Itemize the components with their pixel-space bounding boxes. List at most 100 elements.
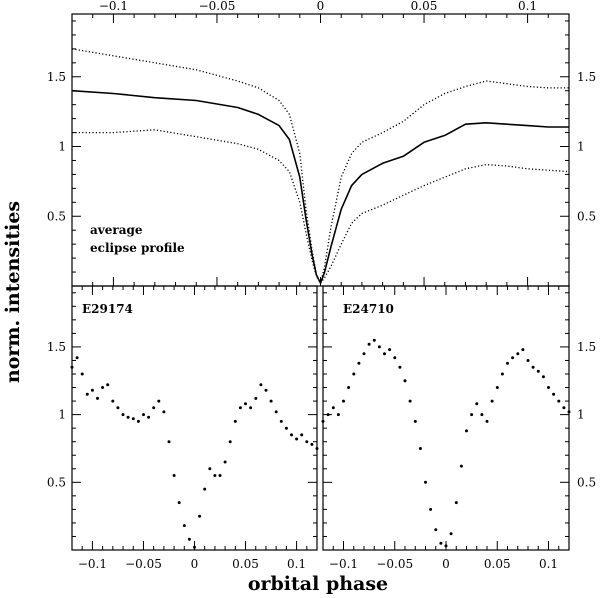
bottom-right-data-point: [552, 392, 556, 396]
top-ytick-label-left: 1.5: [47, 70, 66, 84]
bottom-right-data-point: [454, 501, 458, 505]
bottom-right-xtick-label: 0.1: [539, 557, 558, 571]
panel-top-ticks: −0.1 −0.05 0 0.05 0.1 0.5 0.5 1 1 1.5 1.5: [47, 0, 596, 286]
bottom-left-data-point: [295, 437, 299, 441]
bottom-left-data-point: [90, 388, 94, 392]
panel-top-annotation-line2: eclipse profile: [90, 241, 185, 255]
top-xtick-label-top: 0: [317, 0, 325, 13]
bottom-left-data-point: [111, 399, 115, 403]
bottom-left-data-point: [305, 440, 309, 444]
bottom-right-data-point: [511, 356, 515, 360]
panel-bottom-left-ticks: −0.1 −0.05 0 0.05 0.1 0.5 1 1.5: [47, 286, 318, 571]
bottom-right-data-point: [536, 369, 540, 373]
bottom-right-data-point: [398, 365, 402, 369]
bottom-right-data-point: [516, 352, 520, 356]
bottom-right-data-point: [321, 419, 325, 423]
bottom-right-data-point: [372, 338, 376, 342]
top-ytick-label-left: 1: [58, 140, 66, 154]
panel-top: −0.1 −0.05 0 0.05 0.10.5 0.51 11.5 1.5 average …: [47, 0, 596, 287]
bottom-right-data-point: [367, 342, 371, 346]
bottom-right-data-point: [495, 386, 499, 389]
bottom-right-data-point: [424, 480, 427, 484]
bottom-left-xtick-label: 0.05: [232, 557, 259, 571]
bottom-left-data-point: [147, 415, 151, 419]
top-xtick-label-top: 0.1: [518, 0, 537, 13]
bottom-left-data-point: [203, 487, 207, 491]
bottom-left-data-point: [300, 433, 304, 437]
bottom-left-xtick-label: −0.1: [78, 557, 107, 571]
bottom-left-data-point: [80, 372, 84, 376]
bottom-right-xtick-label: −0.05: [376, 557, 413, 571]
bottom-right-xtick-label: 0.05: [484, 557, 511, 571]
panel-bottom-right-annotation: E24710: [343, 302, 394, 316]
bottom-left-data-point: [116, 406, 120, 410]
bottom-right-data-point: [408, 399, 412, 403]
bottom-right-data-point: [562, 406, 566, 410]
bottom-left-data-point: [182, 524, 186, 528]
bottom-left-data-point: [101, 386, 105, 389]
bottom-left-data-point: [96, 396, 99, 400]
bottom-left-data-point: [238, 406, 242, 410]
bottom-left-data-point: [75, 356, 79, 360]
bottom-right-data-point: [377, 345, 381, 349]
bottom-right-data-point: [475, 402, 479, 406]
bottom-right-data-point: [352, 372, 356, 376]
bottom-right-data-point: [336, 413, 340, 417]
bottom-left-ytick-label-left: 1.5: [47, 340, 66, 354]
bottom-right-data-point: [362, 352, 366, 356]
bottom-left-data-point: [228, 440, 232, 444]
panel-bottom-right: −0.1 −0.05 0 0.05 0.1 0.5 1 1.5 E24710: [321, 285, 596, 571]
bottom-right-data-point: [465, 429, 468, 433]
bottom-left-data-point: [310, 442, 314, 446]
bottom-right-data-point: [439, 541, 443, 545]
bottom-right-ytick-label-right: 1: [577, 408, 585, 422]
bottom-right-data-point: [490, 399, 494, 403]
panel-top-annotation-line1: average: [90, 223, 143, 237]
bottom-right-data-point: [403, 379, 407, 383]
bottom-left-data-point: [131, 417, 135, 421]
bottom-left-data-point: [264, 388, 268, 392]
panel-bottom-left: −0.1 −0.05 0 0.05 0.1 0.5 1 1.5 E29174: [47, 285, 319, 571]
bottom-left-data-point: [249, 406, 253, 410]
bottom-left-xtick-label: 0.1: [287, 557, 306, 571]
bottom-left-data-point: [142, 413, 145, 417]
bottom-right-data-point: [444, 544, 448, 548]
x-axis-title: orbital phase: [248, 573, 388, 595]
bottom-right-xtick-label: −0.1: [329, 557, 358, 571]
bottom-left-ytick-label-left: 0.5: [47, 475, 66, 489]
bottom-right-xtick-label: 0: [442, 557, 450, 571]
bottom-right-data-point: [347, 386, 351, 389]
bottom-right-data-point: [357, 361, 361, 365]
top-xtick-label-top: 0.05: [411, 0, 438, 13]
bottom-right-data-point: [388, 348, 392, 352]
panel-top-series: [71, 48, 570, 285]
bottom-left-data-point: [259, 383, 263, 387]
bottom-left-data-point: [218, 474, 222, 477]
bottom-left-data-point: [213, 474, 217, 477]
bottom-left-data-point: [244, 402, 247, 406]
bottom-right-data-point: [331, 406, 335, 410]
bottom-left-data-point: [274, 410, 278, 414]
bottom-right-data-point: [521, 348, 525, 352]
bottom-right-data-point: [413, 419, 417, 423]
panel-bottom-left-series: [70, 356, 319, 549]
bottom-left-data-point: [254, 396, 258, 400]
bottom-left-data-point: [290, 433, 293, 437]
bottom-right-data-point: [485, 419, 489, 423]
y-axis-title: norm. intensities: [2, 201, 24, 383]
bottom-left-data-point: [121, 413, 125, 417]
bottom-right-data-point: [470, 413, 474, 417]
bottom-right-data-point: [480, 413, 484, 417]
bottom-left-data-point: [167, 440, 171, 444]
bottom-left-data-point: [269, 399, 273, 403]
bottom-right-ytick-label-right: 0.5: [577, 475, 596, 489]
bottom-left-data-point: [85, 392, 89, 396]
bottom-left-data-point: [177, 501, 181, 505]
bottom-left-data-point: [193, 545, 196, 549]
bottom-left-data-point: [106, 383, 110, 387]
bottom-left-data-point: [198, 514, 202, 518]
top-ytick-label-left: 0.5: [47, 209, 66, 223]
bottom-right-data-point: [531, 365, 535, 369]
bottom-right-data-point: [326, 413, 330, 417]
